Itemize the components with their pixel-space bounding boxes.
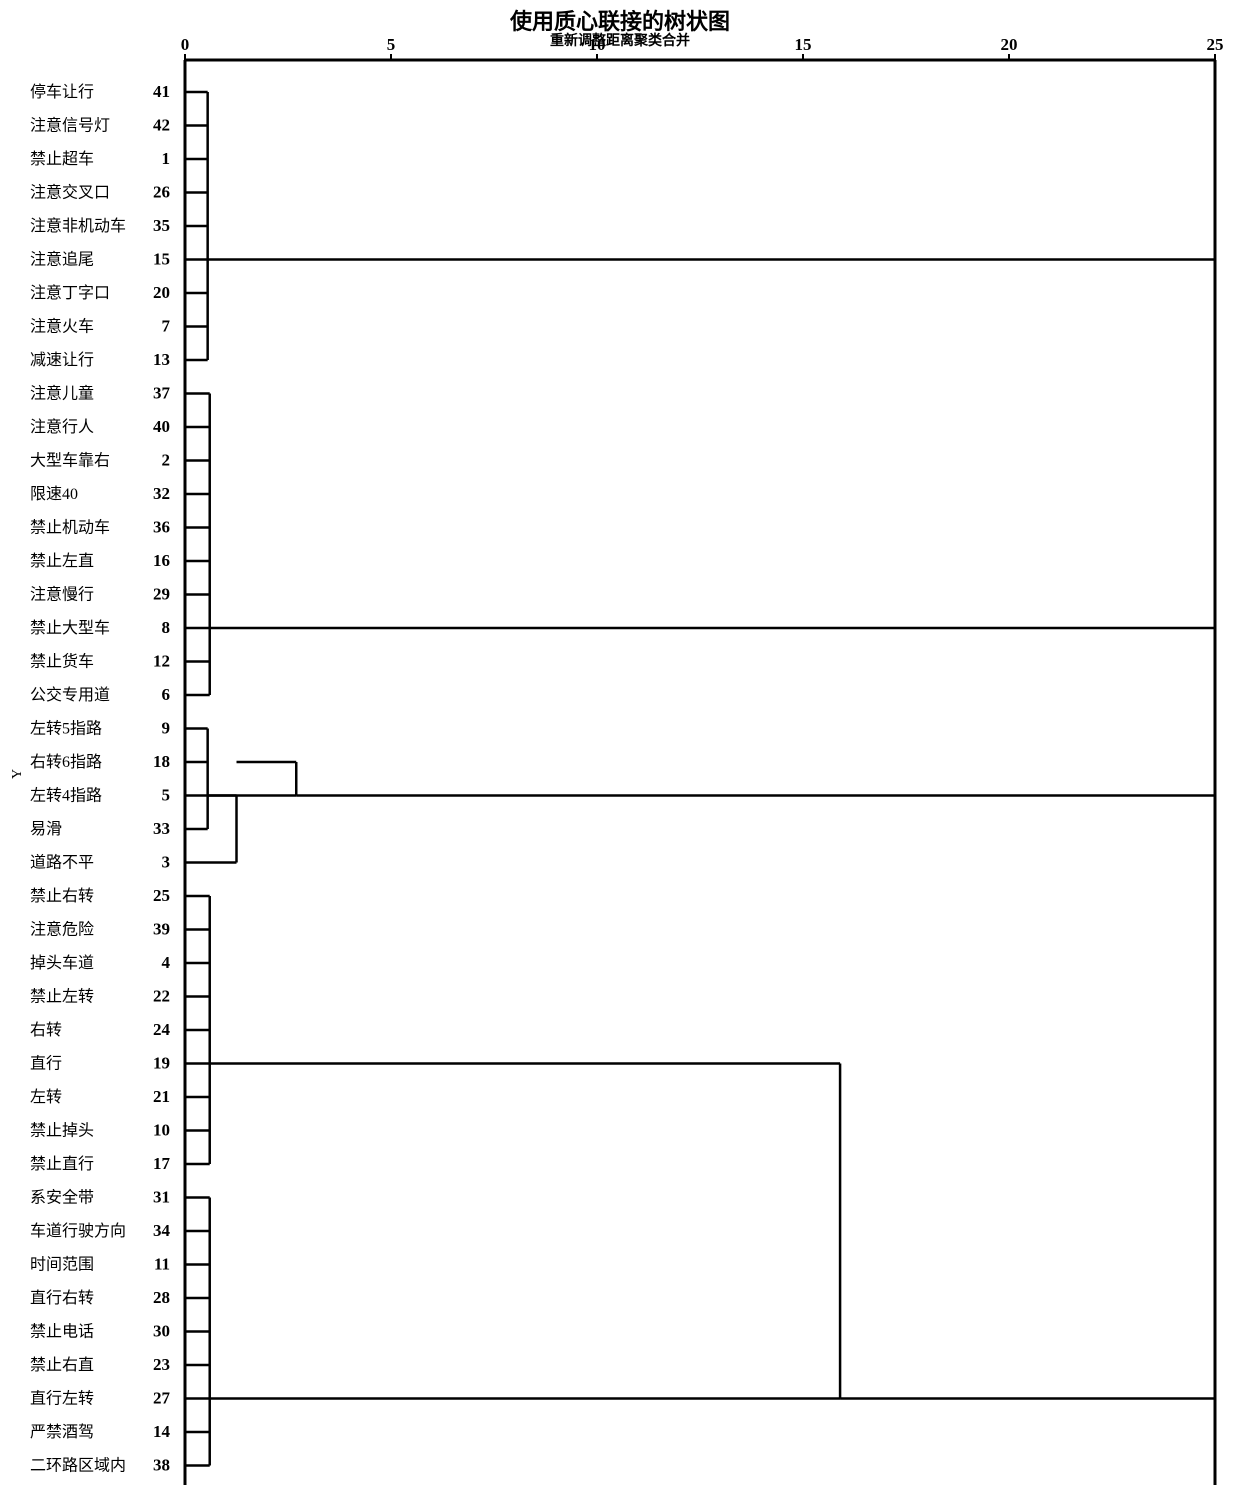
leaf-label: 注意追尾 xyxy=(30,250,94,269)
dendrogram-svg: 0510152025停车让行41注意信号灯42禁止超车1注意交叉口26注意非机动… xyxy=(0,0,1240,1490)
leaf-id: 20 xyxy=(153,283,170,302)
leaf-label: 禁止大型车 xyxy=(30,619,110,637)
leaf-label: 禁止左转 xyxy=(30,988,94,1006)
leaf-label: 减速让行 xyxy=(30,351,94,369)
leaf-id: 11 xyxy=(154,1255,170,1274)
leaf-label: 右转 xyxy=(30,1021,62,1039)
leaf-id: 25 xyxy=(153,886,170,905)
leaf-label: 左转4指路 xyxy=(30,787,102,805)
leaf-id: 34 xyxy=(153,1221,171,1240)
leaf-label: 二环路区域内 xyxy=(30,1457,126,1475)
leaf-label: 左转 xyxy=(30,1088,62,1106)
leaf-label: 系安全带 xyxy=(30,1189,94,1207)
leaf-id: 29 xyxy=(153,585,170,604)
leaf-label: 严禁酒驾 xyxy=(30,1423,94,1441)
leaf-label: 停车让行 xyxy=(30,83,94,101)
leaf-label: 禁止掉头 xyxy=(30,1122,94,1140)
leaf-label: 禁止电话 xyxy=(30,1323,94,1341)
leaf-label: 直行左转 xyxy=(30,1390,94,1408)
leaf-id: 37 xyxy=(153,384,171,403)
leaf-id: 33 xyxy=(153,819,170,838)
leaf-label: 道路不平 xyxy=(30,854,94,872)
leaf-label: 注意儿童 xyxy=(30,384,94,403)
leaf-id: 38 xyxy=(153,1456,170,1475)
leaf-label: 左转5指路 xyxy=(30,720,102,738)
leaf-label: 大型车靠右 xyxy=(30,452,110,470)
leaf-label: 右转6指路 xyxy=(30,753,102,771)
x-tick-label: 0 xyxy=(181,35,190,54)
x-tick-label: 25 xyxy=(1207,35,1224,54)
leaf-id: 28 xyxy=(153,1288,170,1307)
x-tick-label: 10 xyxy=(589,35,606,54)
leaf-label: 时间范围 xyxy=(30,1256,94,1274)
leaf-label: 禁止机动车 xyxy=(30,519,110,537)
leaf-id: 23 xyxy=(153,1355,170,1374)
leaf-id: 9 xyxy=(162,719,171,738)
leaf-label: 禁止超车 xyxy=(30,150,94,168)
leaf-id: 41 xyxy=(153,82,170,101)
leaf-id: 26 xyxy=(153,183,170,202)
leaf-label: 直行右转 xyxy=(30,1289,94,1307)
leaf-id: 17 xyxy=(153,1154,171,1173)
leaf-label: 车道行驶方向 xyxy=(30,1222,126,1240)
leaf-id: 36 xyxy=(153,518,170,537)
leaf-label: 注意火车 xyxy=(30,317,94,336)
leaf-id: 10 xyxy=(153,1121,170,1140)
leaf-id: 4 xyxy=(162,953,171,972)
leaf-id: 8 xyxy=(162,618,171,637)
x-tick-label: 15 xyxy=(795,35,812,54)
leaf-id: 39 xyxy=(153,920,170,939)
leaf-label: 直行 xyxy=(30,1055,62,1073)
leaf-id: 2 xyxy=(162,451,171,470)
leaf-id: 7 xyxy=(162,317,171,336)
leaf-label: 掉头车道 xyxy=(30,954,94,972)
leaf-label: 注意丁字口 xyxy=(30,283,110,302)
leaf-id: 40 xyxy=(153,417,170,436)
leaf-id: 3 xyxy=(162,853,171,872)
leaf-id: 31 xyxy=(153,1188,170,1207)
leaf-id: 24 xyxy=(153,1020,171,1039)
leaf-id: 27 xyxy=(153,1389,171,1408)
leaf-label: 禁止左直 xyxy=(30,552,94,570)
leaf-label: 公交专用道 xyxy=(30,686,110,704)
leaf-label: 注意非机动车 xyxy=(30,216,126,235)
leaf-id: 35 xyxy=(153,216,170,235)
leaf-id: 30 xyxy=(153,1322,170,1341)
leaf-label: 注意交叉口 xyxy=(30,183,110,202)
leaf-label: 禁止右直 xyxy=(30,1356,94,1374)
leaf-label: 禁止直行 xyxy=(30,1155,94,1173)
leaf-label: 限速40 xyxy=(30,485,78,503)
leaf-label: 注意行人 xyxy=(30,417,94,436)
leaf-id: 13 xyxy=(153,350,170,369)
leaf-label: 注意信号灯 xyxy=(30,116,110,135)
dendrogram-chart: 使用质心联接的树状图 重新调整距离聚类合并 Y 0510152025停车让行41… xyxy=(0,0,1240,1490)
x-tick-label: 20 xyxy=(1001,35,1018,54)
leaf-id: 21 xyxy=(153,1087,170,1106)
leaf-label: 注意危险 xyxy=(30,920,94,939)
leaf-id: 32 xyxy=(153,484,170,503)
leaf-id: 14 xyxy=(153,1422,171,1441)
leaf-id: 16 xyxy=(153,551,170,570)
leaf-id: 22 xyxy=(153,987,170,1006)
leaf-id: 42 xyxy=(153,116,170,135)
leaf-id: 12 xyxy=(153,652,170,671)
leaf-label: 注意慢行 xyxy=(30,585,94,604)
leaf-label: 禁止右转 xyxy=(30,887,94,905)
leaf-id: 19 xyxy=(153,1054,170,1073)
leaf-id: 18 xyxy=(153,752,170,771)
leaf-id: 15 xyxy=(153,250,170,269)
leaf-id: 1 xyxy=(162,149,171,168)
x-tick-label: 5 xyxy=(387,35,396,54)
leaf-id: 6 xyxy=(162,685,171,704)
leaf-id: 5 xyxy=(162,786,171,805)
leaf-label: 易滑 xyxy=(30,820,62,838)
leaf-label: 禁止货车 xyxy=(30,653,94,671)
